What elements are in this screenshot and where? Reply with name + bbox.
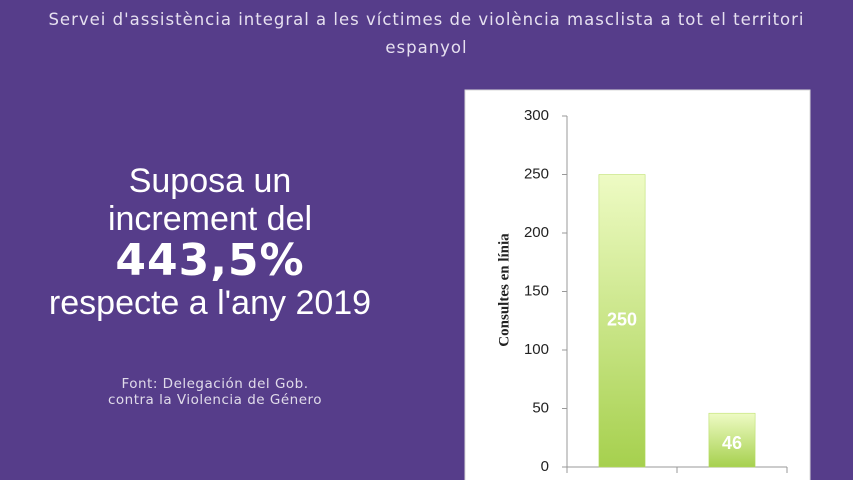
data-label: 250 <box>607 310 637 330</box>
bar <box>598 174 646 468</box>
page-title: Servei d'assistència integral a les víct… <box>48 10 805 57</box>
headline-figure: 443,5% <box>115 235 305 286</box>
y-tick-label: 100 <box>524 341 549 358</box>
y-axis-label: Consultes en línia <box>496 233 512 347</box>
y-tick-label: 0 <box>541 458 549 475</box>
y-tick-label: 50 <box>532 399 549 416</box>
y-tick-label: 200 <box>524 224 549 241</box>
y-tick-label: 300 <box>524 107 549 124</box>
source: Font: Delegación del Gob. contra la Viol… <box>40 376 390 408</box>
headline-text: Suposa un <box>128 162 292 200</box>
bar <box>708 412 756 468</box>
headline-text: respecte a l'any 2019 <box>48 284 372 322</box>
y-tick-label: 250 <box>524 165 549 182</box>
y-tick-label: 150 <box>524 282 549 299</box>
source-text: contra la Violencia de Género <box>107 392 323 408</box>
headline: Suposa un increment del 443,5% respecte … <box>10 162 410 322</box>
headline-text: increment del <box>107 200 313 238</box>
data-label: 46 <box>722 433 742 453</box>
source-text: Font: Delegación del Gob. <box>121 376 309 392</box>
